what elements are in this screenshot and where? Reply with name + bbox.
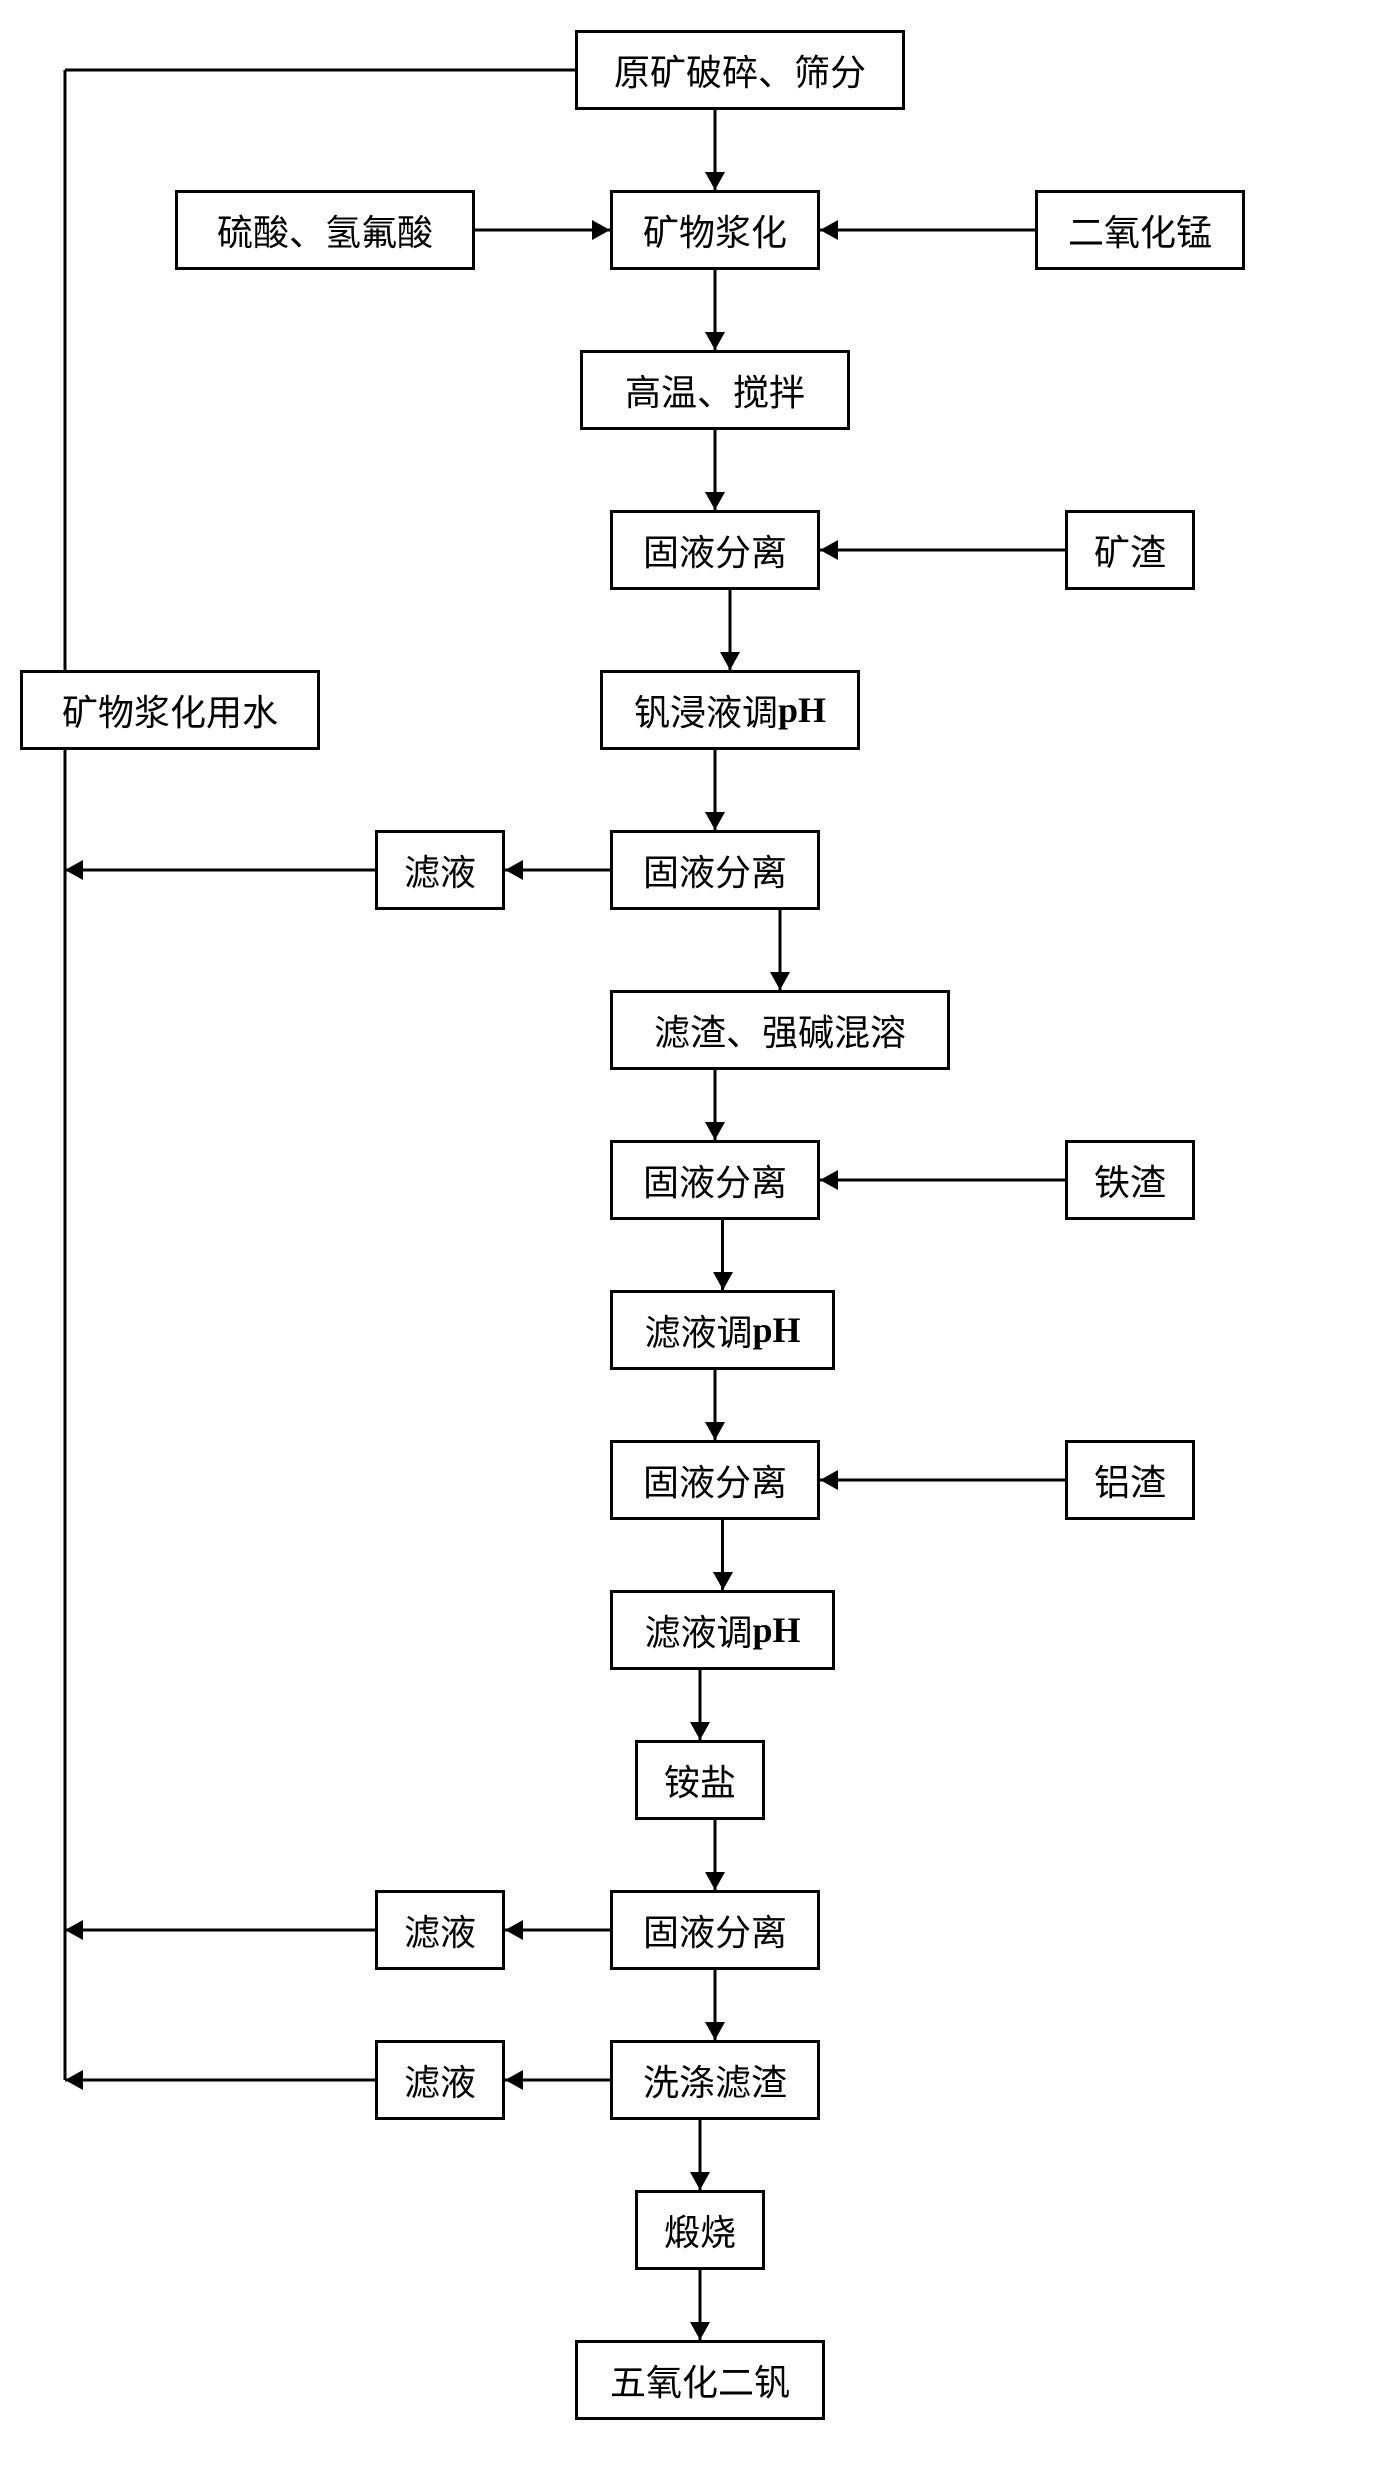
node-filtrate2: 滤液 [375,1890,505,1970]
node-alslag: 铝渣 [1065,1440,1195,1520]
node-sep3: 固液分离 [610,1140,820,1220]
node-mno2: 二氧化锰 [1035,190,1245,270]
node-alkali: 滤渣、强碱混溶 [610,990,950,1070]
node-filtrate1: 滤液 [375,830,505,910]
node-slurry: 矿物浆化 [610,190,820,270]
node-recycleWater: 矿物浆化用水 [20,670,320,750]
node-slag1: 矿渣 [1065,510,1195,590]
node-sep4: 固液分离 [610,1440,820,1520]
node-adjph2: 滤液调pH [610,1290,835,1370]
node-calcine: 煅烧 [635,2190,765,2270]
node-wash: 洗涤滤渣 [610,2040,820,2120]
node-filtrate3: 滤液 [375,2040,505,2120]
node-sep5: 固液分离 [610,1890,820,1970]
node-adjph1: 钒浸液调pH [600,670,860,750]
node-ammon: 铵盐 [635,1740,765,1820]
node-crush: 原矿破碎、筛分 [575,30,905,110]
node-sep1: 固液分离 [610,510,820,590]
node-v2o5: 五氧化二钒 [575,2340,825,2420]
node-sep2: 固液分离 [610,830,820,910]
node-acids: 硫酸、氢氟酸 [175,190,475,270]
node-hightemp: 高温、搅拌 [580,350,850,430]
node-adjph3: 滤液调pH [610,1590,835,1670]
node-feslag: 铁渣 [1065,1140,1195,1220]
